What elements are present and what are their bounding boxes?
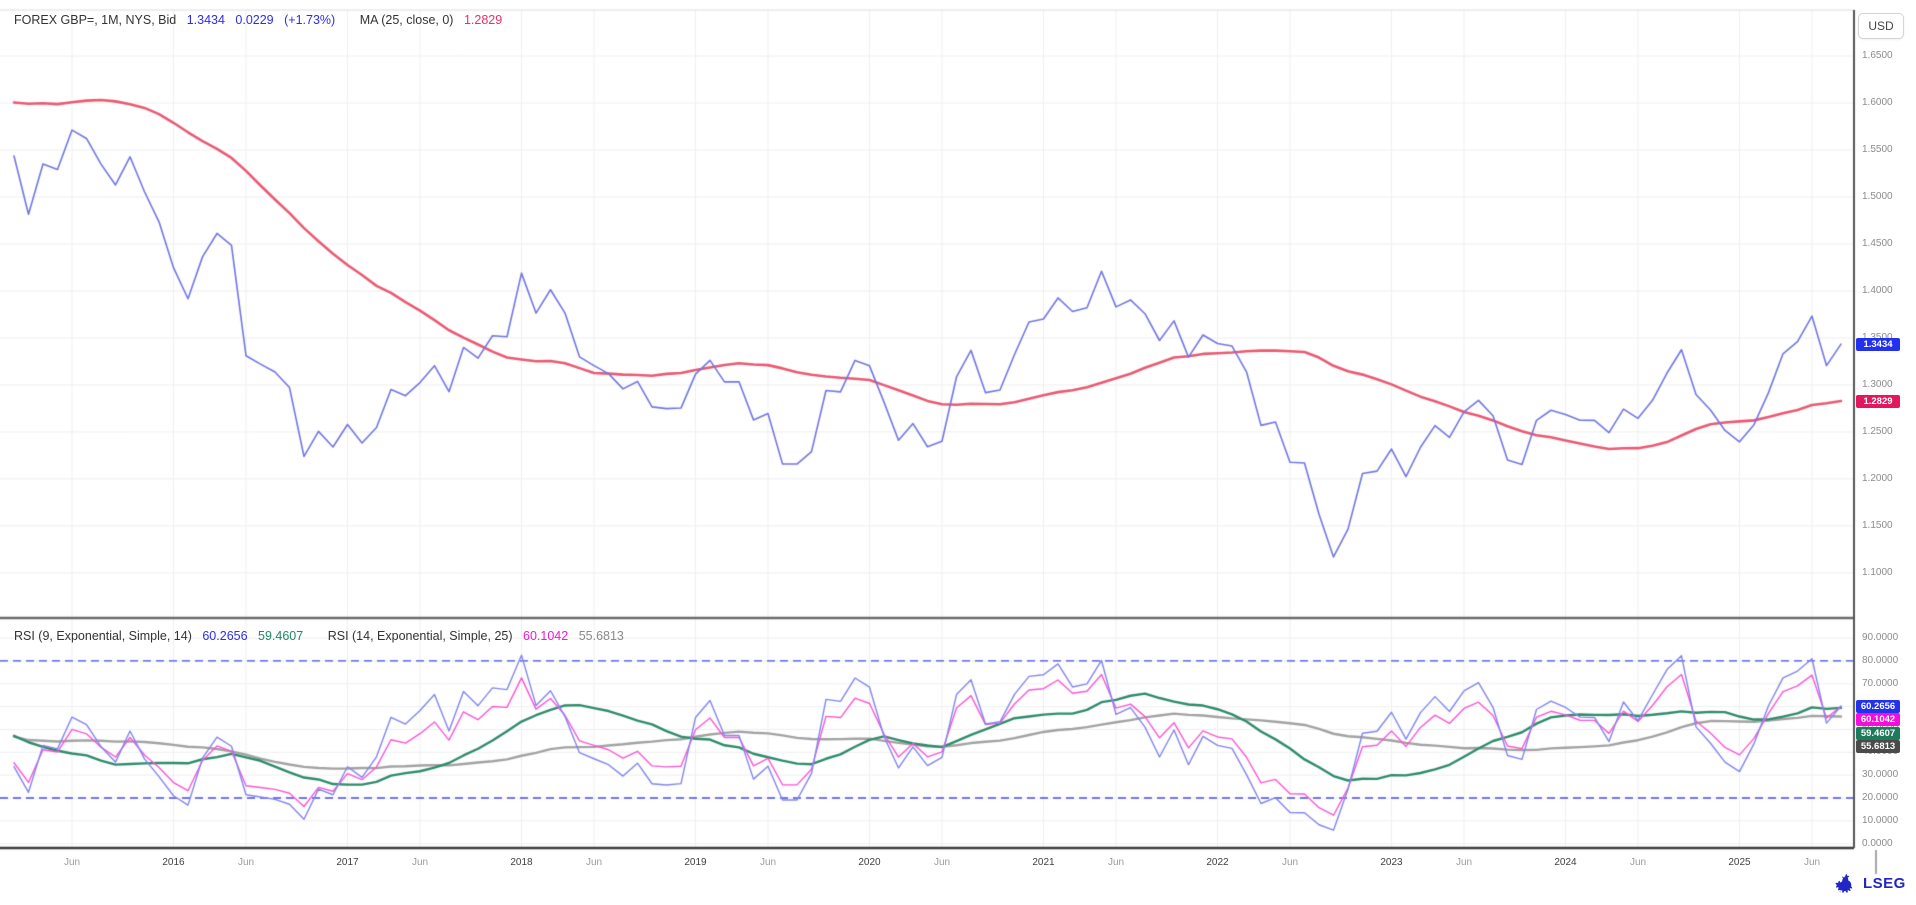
instrument-label: FOREX GBP=, 1M, NYS, Bid (14, 13, 177, 27)
axis-tick-label: 1.2000 (1862, 472, 1893, 484)
axis-price-badge: 59.4607 (1856, 727, 1900, 740)
axis-tick-label: 90.0000 (1862, 632, 1899, 644)
axis-price-badge: 60.1042 (1856, 713, 1900, 726)
main-chart-legend: FOREX GBP=, 1M, NYS, Bid 1.3434 0.0229 (… (14, 13, 509, 27)
time-axis-tick-label: Jun (63, 857, 81, 868)
rsi-slow-label: RSI (14, Exponential, Simple, 25) (327, 629, 513, 643)
axis-tick-label: 1.6000 (1862, 97, 1893, 109)
time-axis-tick-label: Jun (1107, 857, 1125, 868)
time-axis-tick-label: 2022 (1206, 857, 1229, 868)
axis-price-badge: 1.3434 (1856, 338, 1900, 351)
axis-price-badge: 1.2829 (1856, 395, 1900, 408)
axis-tick-label: 1.1500 (1862, 519, 1893, 531)
axis-price-badge: 60.2656 (1856, 700, 1900, 713)
time-axis-tick-label: 2025 (1728, 857, 1751, 868)
axis-price-badge: 55.6813 (1856, 740, 1900, 753)
axis-tick-label: 20.0000 (1862, 791, 1899, 803)
time-axis-tick-label: Jun (585, 857, 603, 868)
time-axis-tick-label: Jun (1281, 857, 1299, 868)
rsi-fast-value: 60.2656 (202, 629, 248, 643)
time-axis-tick-label: 2020 (858, 857, 881, 868)
time-axis-tick-label: Jun (933, 857, 951, 868)
rsi-slow-value: 60.1042 (523, 629, 569, 643)
axis-tick-label: 1.3500 (1862, 332, 1893, 343)
axis-tick-label: 80.0000 (1862, 654, 1899, 666)
rsi-legend: RSI (9, Exponential, Simple, 14) 60.2656… (14, 629, 631, 643)
axis-tick-label: 1.4500 (1862, 237, 1893, 249)
last-price-value: 1.3434 (186, 13, 225, 27)
axis-tick-label: 10.0000 (1862, 814, 1899, 826)
time-axis-tick-label: 2019 (684, 857, 707, 868)
axis-tick-label: 1.2500 (1862, 425, 1893, 437)
rsi-fast-avg-value: 59.4607 (258, 629, 304, 643)
time-axis-tick-label: Jun (1629, 857, 1647, 868)
lseg-lion-icon (1835, 873, 1853, 894)
rsi-fast-label: RSI (9, Exponential, Simple, 14) (14, 629, 192, 643)
percent-change-value: (+1.73%) (284, 13, 336, 27)
ma-indicator-label: MA (25, close, 0) (359, 13, 454, 27)
lseg-logo-text: LSEG (1863, 875, 1906, 892)
time-axis-tick-label: 2024 (1554, 857, 1577, 868)
axis-tick-label: 70.0000 (1862, 677, 1899, 689)
axis-tick-label: 1.5000 (1862, 191, 1893, 202)
time-axis-tick-label: Jun (237, 857, 255, 868)
rsi-slow-avg-value: 55.6813 (578, 629, 624, 643)
time-axis-tick-label: 2018 (510, 857, 533, 868)
time-axis-tick-label: 2021 (1032, 857, 1055, 868)
currency-axis-button[interactable]: USD (1858, 13, 1904, 39)
time-axis-tick-label: 2017 (336, 857, 359, 868)
time-axis-tick-label: 2023 (1380, 857, 1403, 868)
axis-tick-label: 30.0000 (1862, 769, 1899, 781)
axis-tick-label: 1.5500 (1862, 144, 1893, 156)
axis-tick-label: 0.0000 (1862, 837, 1893, 849)
axis-tick-label: 1.3000 (1862, 378, 1893, 390)
time-axis-tick-label: Jun (1803, 857, 1821, 868)
time-axis-tick-label: 2016 (162, 857, 185, 868)
net-change-value: 0.0229 (235, 13, 274, 27)
time-axis-tick-label: Jun (759, 857, 777, 868)
time-axis-tick-label: Jun (1455, 857, 1473, 868)
ma-indicator-value: 1.2829 (463, 13, 503, 27)
time-axis-tick-label: Jun (411, 857, 429, 868)
axis-tick-label: 1.6500 (1862, 50, 1893, 62)
axis-tick-label: 1.1000 (1862, 566, 1893, 578)
axis-tick-label: 1.4000 (1862, 284, 1893, 296)
lseg-logo: LSEG (1833, 871, 1906, 896)
